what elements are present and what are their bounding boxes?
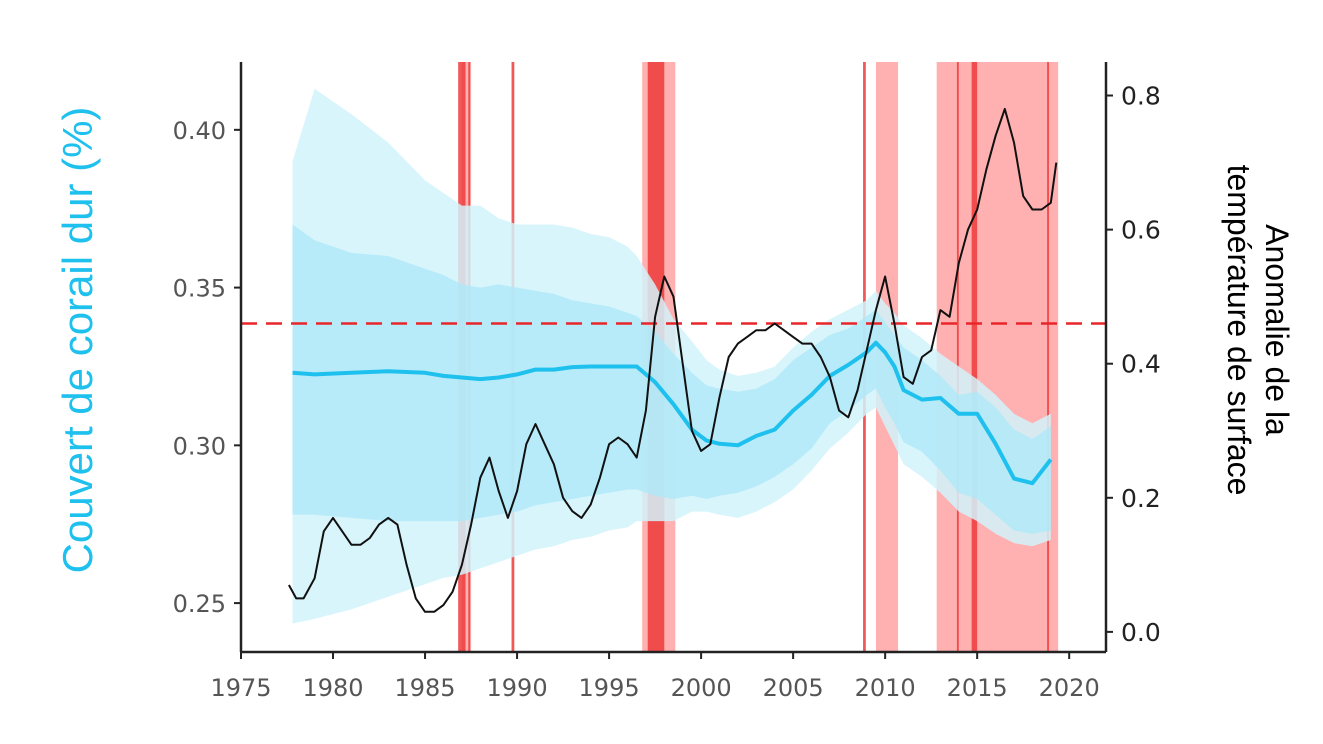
y-right-tick-label-0: 0.0	[1121, 618, 1161, 647]
y-right-tick-label-2: 0.4	[1121, 350, 1161, 379]
x-tick-label-1: 1980	[302, 674, 363, 702]
y-right-tick-label-1: 0.2	[1121, 484, 1161, 513]
bleaching-event-line-6	[971, 62, 978, 652]
axes: 1975 1980 1985 1990 1995 2000 2005 2010 2015 2020…	[173, 62, 1161, 702]
y-axis-label-right-line-2: température de surface	[1221, 165, 1257, 496]
x-tick-label-4: 1995	[579, 674, 640, 702]
x-tick-label-0: 1975	[210, 674, 271, 702]
bleaching-period-3	[936, 62, 1059, 652]
x-tick-label-8: 2015	[947, 674, 1008, 702]
bleaching-event-line-5	[956, 62, 959, 652]
y-right-tick-label-3: 0.6	[1121, 216, 1161, 245]
y-axis-label-right-line-1: Anomalie de la	[1259, 224, 1295, 436]
y-axis-label-right: Anomalie de la température de surface	[1221, 165, 1295, 496]
x-tick-label-5: 2000	[671, 674, 732, 702]
sst-anomaly-line	[288, 107, 1058, 613]
x-tick-label-6: 2005	[763, 674, 824, 702]
series-lines	[288, 107, 1058, 613]
y-left-tick-label-3: 0.40	[173, 117, 226, 145]
y-left-tick-label-1: 0.30	[173, 432, 226, 460]
x-tick-label-7: 2010	[855, 674, 916, 702]
y-left-tick-label-2: 0.35	[173, 275, 226, 303]
x-tick-label-2: 1985	[395, 674, 456, 702]
y-left-tick-label-0: 0.25	[173, 590, 226, 618]
coral-confidence-bands	[292, 88, 1051, 624]
y-axis-label-left: Couvert de corail dur (%)	[54, 107, 101, 574]
y-right-tick-label-4: 0.8	[1121, 82, 1161, 111]
x-tick-label-3: 1990	[487, 674, 548, 702]
bleaching-event-line-7	[1047, 62, 1049, 652]
coral-inner-interval	[292, 224, 1051, 534]
x-tick-label-9: 2020	[1039, 674, 1100, 702]
coral-cover-line	[292, 340, 1053, 486]
